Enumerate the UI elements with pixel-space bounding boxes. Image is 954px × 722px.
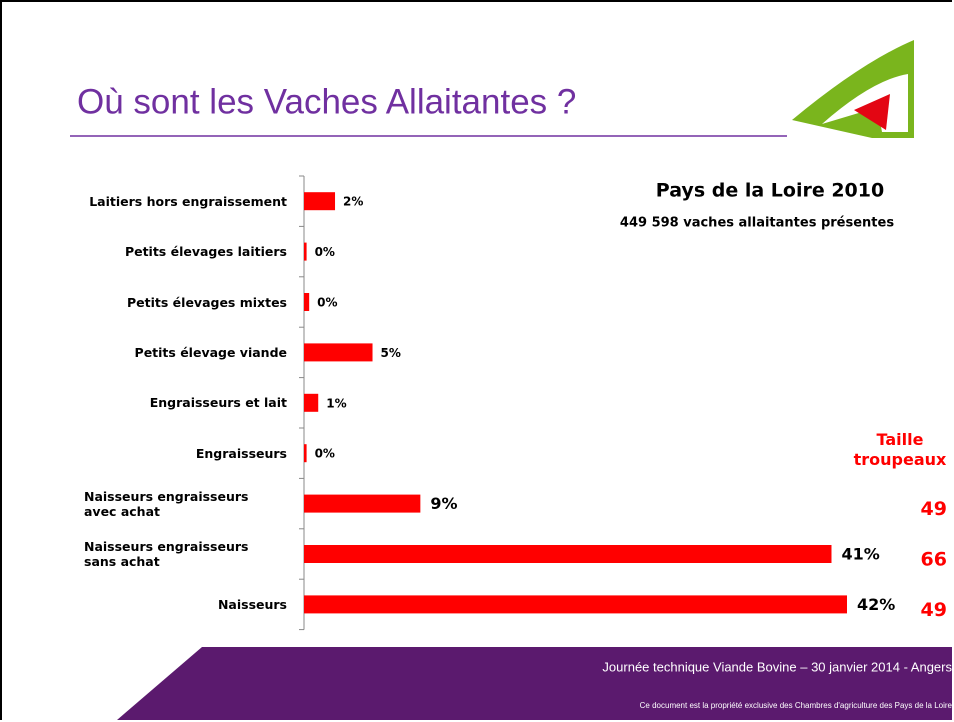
- subtitle: Pays de la Loire 2010: [656, 180, 884, 202]
- value-label: 1%: [326, 396, 346, 410]
- value-label: 9%: [430, 494, 457, 513]
- bar: [304, 444, 307, 463]
- category-label: Engraisseurs et lait: [149, 395, 287, 411]
- value-label: 2%: [343, 195, 363, 209]
- bar: [304, 192, 336, 211]
- herd-size: 66: [921, 549, 947, 571]
- bar: [304, 242, 307, 261]
- category-label: Laitiers hors engraissement: [89, 193, 287, 209]
- value-label: 42%: [857, 595, 895, 614]
- herd-size: 49: [921, 599, 947, 621]
- category-label: Petits élevages mixtes: [127, 294, 287, 310]
- bar: [304, 343, 373, 362]
- value-label: 5%: [381, 346, 401, 360]
- category-label: Petits élevages laitiers: [124, 244, 287, 260]
- value-label: 0%: [315, 245, 335, 259]
- bar: [304, 545, 832, 563]
- category-label: Petits élevage viande: [134, 344, 287, 360]
- bar: [304, 393, 319, 412]
- category-label: Naisseurs engraisseurs sans achat: [84, 539, 249, 569]
- logo: [792, 40, 914, 138]
- category-label: Engraisseurs: [195, 445, 287, 461]
- category-label: Naisseurs: [217, 596, 287, 612]
- value-label: 41%: [841, 545, 879, 564]
- footer-band: [117, 647, 952, 720]
- bar: [304, 494, 421, 513]
- herd-size: 49: [921, 498, 947, 520]
- note: 449 598 vaches allaitantes présentes: [620, 216, 894, 231]
- category-label: Naisseurs engraisseurs avec achat: [84, 488, 249, 519]
- herd-size-title: Taille troupeaux: [853, 430, 947, 469]
- bar: [304, 595, 847, 614]
- chart-title: Où sont les Vaches Allaitantes ?: [77, 82, 576, 121]
- footer: Journée technique Viande Bovine – 30 jan…: [602, 659, 952, 674]
- value-label: 0%: [317, 296, 337, 310]
- value-label: 0%: [315, 447, 335, 461]
- footer-note: Ce document est la propriété exclusive d…: [640, 701, 952, 710]
- bar: [304, 293, 310, 311]
